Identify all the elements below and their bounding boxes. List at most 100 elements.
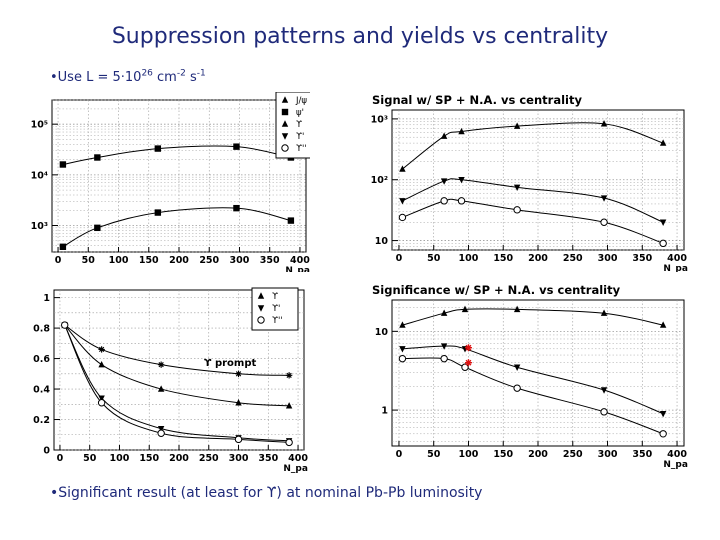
series-2 bbox=[59, 204, 295, 250]
signal-chart: Signal w/ SP + N.A. vs centrality 0 50 100 1… bbox=[371, 93, 688, 272]
data-point bbox=[659, 430, 667, 438]
highlight-point bbox=[464, 344, 472, 352]
y-tick-label: 0.2 bbox=[33, 415, 50, 426]
data-point bbox=[287, 217, 295, 224]
data-point bbox=[98, 360, 105, 368]
x-tick-label: 400 bbox=[288, 453, 308, 464]
x-tick-label: 400 bbox=[290, 255, 310, 266]
data-point bbox=[659, 219, 667, 226]
data-point bbox=[440, 309, 448, 316]
x-tick-label: 300 bbox=[230, 255, 250, 266]
y-tick-label: 10³ bbox=[371, 114, 388, 125]
significance-chart: Significance w/ SP + N.A. vs centrality 0… bbox=[372, 283, 688, 470]
x-tick-label: 50 bbox=[427, 449, 441, 460]
highlight-point bbox=[464, 359, 472, 367]
data-point bbox=[659, 239, 667, 248]
data-point bbox=[285, 438, 293, 447]
data-point bbox=[513, 364, 521, 371]
data-point bbox=[461, 305, 469, 313]
data-point bbox=[154, 145, 162, 152]
series-4 bbox=[61, 321, 293, 447]
x-axis-label: N_part bbox=[283, 464, 308, 474]
data-point bbox=[154, 209, 162, 216]
x-axis-label: N_part bbox=[285, 266, 310, 272]
legend-marker bbox=[281, 120, 289, 127]
data-point bbox=[513, 305, 521, 313]
x-tick-label: 250 bbox=[199, 453, 219, 464]
x-tick-label: 200 bbox=[528, 449, 548, 460]
x-tick-label: 250 bbox=[563, 449, 583, 460]
chart-title: Significance w/ SP + N.A. vs centrality bbox=[372, 283, 621, 297]
x-tick-label: 100 bbox=[109, 255, 129, 266]
x-tick-label: 150 bbox=[493, 449, 513, 460]
data-point bbox=[440, 354, 448, 363]
lumi-cm-exponent: -2 bbox=[176, 68, 186, 79]
y-tick-label: 10⁴ bbox=[31, 170, 48, 181]
data-point bbox=[157, 429, 165, 437]
data-point bbox=[440, 178, 448, 185]
data-point bbox=[600, 408, 608, 416]
x-tick-label: 0 bbox=[57, 453, 64, 464]
legend-marker bbox=[281, 144, 289, 152]
data-point bbox=[94, 224, 101, 232]
data-point bbox=[233, 143, 240, 150]
data-point bbox=[513, 122, 521, 129]
y-tick-label: 1 bbox=[43, 293, 50, 304]
y-tick-label: 0.4 bbox=[33, 385, 50, 396]
data-point bbox=[600, 387, 608, 394]
data-point bbox=[461, 363, 469, 371]
legend-marker bbox=[281, 96, 289, 103]
x-tick-label: 250 bbox=[199, 255, 219, 266]
y-axis: 0 0.2 0.4 0.6 0.8 1 bbox=[33, 293, 60, 457]
data-point bbox=[285, 372, 293, 379]
y-axis: 1 10 bbox=[375, 327, 398, 417]
data-point bbox=[600, 218, 608, 226]
data-point bbox=[399, 165, 406, 172]
lumi-unit-s: s bbox=[185, 70, 197, 85]
x-tick-label: 350 bbox=[632, 449, 652, 460]
x-tick-label: 250 bbox=[563, 253, 583, 264]
x-tick-label: 50 bbox=[427, 253, 441, 264]
data-point bbox=[600, 195, 608, 202]
legend-marker bbox=[257, 305, 265, 312]
series-1 bbox=[399, 120, 667, 172]
series-3 bbox=[398, 197, 667, 248]
y-tick-label: 10² bbox=[371, 175, 388, 186]
data-point bbox=[61, 321, 69, 329]
data-point bbox=[458, 127, 465, 135]
legend-marker bbox=[281, 133, 289, 140]
data-point bbox=[234, 435, 243, 444]
series-3 bbox=[398, 354, 667, 438]
data-point bbox=[59, 243, 67, 250]
data-point bbox=[513, 184, 521, 192]
data-point bbox=[600, 309, 608, 316]
x-tick-label: 100 bbox=[110, 453, 130, 464]
lumi-unit-cm: cm bbox=[152, 70, 177, 85]
x-tick-label: 0 bbox=[55, 255, 62, 266]
data-point bbox=[440, 343, 448, 350]
data-point bbox=[458, 177, 465, 184]
data-point bbox=[157, 425, 165, 433]
data-point bbox=[98, 346, 105, 353]
legend-label: ϒ bbox=[296, 120, 302, 130]
y-tick-label: 0.8 bbox=[33, 324, 50, 335]
data-point bbox=[513, 384, 521, 392]
legend-label: ϒ' bbox=[296, 132, 304, 142]
x-tick-label: 50 bbox=[83, 453, 97, 464]
data-point bbox=[97, 399, 106, 407]
data-point bbox=[94, 154, 101, 161]
chart-title: Signal w/ SP + N.A. vs centrality bbox=[372, 93, 582, 107]
y-axis: 10 10² 10³ bbox=[371, 114, 398, 247]
data-point bbox=[399, 321, 406, 328]
data-point bbox=[659, 321, 667, 328]
x-tick-label: 300 bbox=[229, 453, 249, 464]
legend-marker bbox=[281, 108, 289, 116]
gridlines bbox=[54, 290, 304, 451]
lumi-prefix: •Use L = 5·10 bbox=[50, 70, 142, 85]
data-point bbox=[235, 399, 242, 406]
data-point bbox=[235, 370, 242, 378]
data-point bbox=[157, 385, 165, 392]
